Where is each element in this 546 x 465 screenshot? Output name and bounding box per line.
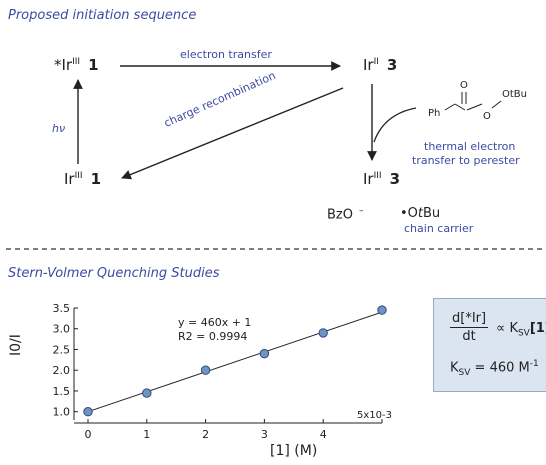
radical-bu: Bu (423, 206, 441, 221)
ir3-right-oxidation: III (373, 171, 382, 181)
ksv-sub: SV (517, 328, 530, 339)
perester-ph: Ph (428, 108, 441, 119)
perester-otbu: OtBu (502, 89, 527, 100)
perester-o-ester: O (483, 111, 491, 122)
ksv-value-line: KSV = 460 M-1 (450, 359, 539, 378)
ir3-left-oxidation: III (74, 171, 83, 181)
data-point (142, 388, 152, 398)
perester-structure (444, 92, 502, 111)
chart-axes (73, 308, 382, 424)
ir3-right-prefix: Ir (363, 170, 374, 188)
iridium-iii-3: IrIII 3 (363, 170, 400, 188)
ksv-value-sub: SV (458, 367, 471, 378)
data-point (259, 348, 270, 359)
x-tick-label: 1 (143, 428, 150, 441)
chart-fit (87, 311, 383, 413)
ksv-k: K (509, 321, 518, 336)
proportional-symbol: ∝ (496, 321, 506, 336)
perester-caption-line1: thermal electron (424, 140, 516, 153)
excited-ir-prefix: *Ir (54, 56, 73, 74)
ir2-oxidation: II (373, 57, 379, 67)
ksv-value-k: K (450, 360, 459, 376)
fraction-numerator: d[*Ir] (450, 311, 489, 328)
excited-ir-label: 1 (88, 56, 99, 74)
ksv-value: = 460 M (474, 360, 530, 376)
ir3-left-prefix: Ir (64, 170, 75, 188)
y-tick-label: 2.5 (53, 343, 71, 356)
y-tick-label: 3.0 (53, 323, 71, 336)
radical-t: t (417, 206, 424, 221)
y-tick-label: 3.5 (53, 302, 71, 315)
bzo-anion: BzO – (327, 206, 363, 222)
y-tick-label: 2.0 (53, 364, 71, 377)
fraction-denominator: dt (462, 329, 476, 344)
initiation-sequence-title: Proposed initiation sequence (8, 8, 197, 23)
y-axis-label: I0/I (8, 334, 24, 356)
x-tick-label: 0 (85, 428, 92, 441)
data-point (83, 407, 93, 417)
radical-prefix: •O (400, 206, 418, 221)
data-point (318, 328, 328, 338)
x-tick-label: 4 (320, 428, 327, 441)
perester-caption-line2: transfer to perester (412, 154, 520, 167)
x-multiplier-label: 5x10-3 (357, 410, 392, 421)
hv-label: hν (52, 122, 66, 135)
bzo-charge: – (358, 206, 364, 216)
perester-o-top: O (460, 80, 468, 91)
perester-curved-arrow (373, 107, 417, 143)
iridium-ii-3: IrII 3 (363, 56, 397, 74)
chart-ticks: 1.0 1.5 2.0 2.5 3.0 3.5 0 1 2 3 4 (53, 302, 383, 441)
iridium-iii-1: IrIII 1 (64, 170, 101, 188)
rate-fraction: d[*Ir] dt (450, 311, 489, 344)
x-axis-label: [1] (M) (270, 443, 318, 459)
chain-carrier-label: chain carrier (404, 222, 474, 235)
ir3-right-label: 3 (389, 170, 400, 188)
y-tick-label: 1.0 (53, 406, 71, 419)
ir2-label: 3 (386, 56, 398, 74)
y-tick-label: 1.5 (53, 385, 71, 398)
data-point (200, 365, 211, 375)
ir3-left-label: 1 (90, 170, 101, 188)
proportional-expression: ∝ KSV[1] (496, 321, 546, 339)
y-axis-label-text: I0/I (8, 334, 24, 356)
stern-volmer-title: Stern-Volmer Quenching Studies (8, 266, 220, 281)
charge-recombination-arrow (121, 87, 344, 180)
r-squared: R2 = 0.9994 (178, 330, 248, 343)
ksv-bracket: [1] (529, 321, 546, 336)
chart-points (83, 305, 387, 417)
ksv-equation-box: d[*Ir] dt ∝ KSV[1] KSV = 460 M-1 (433, 298, 546, 392)
ir2-prefix: Ir (363, 56, 374, 74)
data-point (377, 305, 387, 315)
electron-transfer-label: electron transfer (180, 48, 272, 61)
tert-butoxy-radical: •OtBu (400, 206, 440, 221)
fit-line (87, 311, 383, 413)
ksv-exp: -1 (529, 359, 539, 369)
excited-iridium-1: *IrIII 1 (54, 56, 99, 74)
x-tick-label: 3 (261, 428, 268, 441)
fit-equation: y = 460x + 1 (178, 316, 252, 329)
bzo-text: BzO (327, 207, 353, 223)
excited-ir-oxidation: III (72, 57, 81, 67)
x-tick-label: 2 (202, 428, 209, 441)
